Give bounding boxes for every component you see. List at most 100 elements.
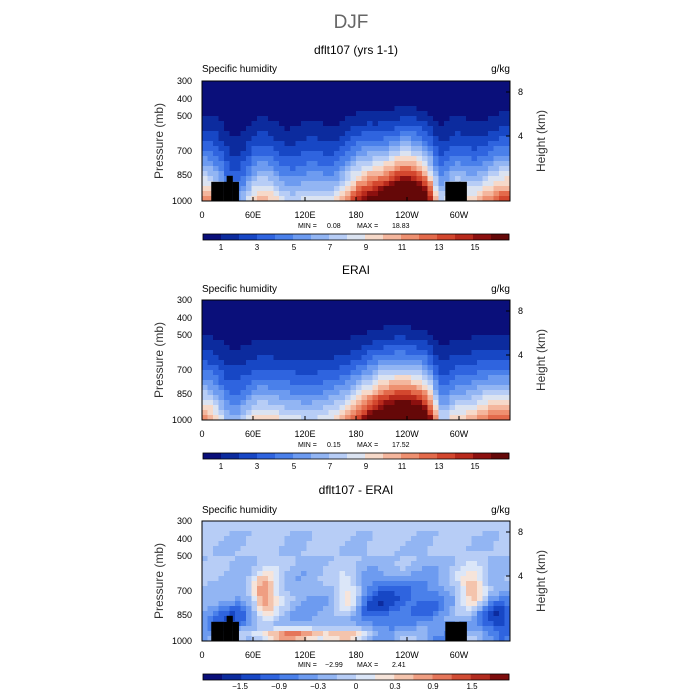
contour-cell [389,186,396,192]
contour-cell [400,181,407,187]
contour-cell [466,390,473,396]
contour-cell [438,131,445,137]
contour-cell [455,395,462,401]
contour-cell [350,541,357,547]
contour-cell [268,380,275,386]
contour-cell [301,310,308,316]
contour-cell [383,541,390,547]
contour-cell [218,390,225,396]
contour-cell [504,626,510,632]
contour-cell [499,596,506,602]
contour-cell [295,571,302,577]
contour-cell [433,375,440,381]
contour-cell [345,330,352,336]
contour-cell [246,536,253,542]
contour-cell [400,136,407,142]
contour-cell [405,121,412,127]
contour-cell [438,310,445,316]
contour-cell [213,330,220,336]
contour-cell [367,126,374,132]
contour-cell [504,636,510,641]
contour-cell [262,330,269,336]
contour-cell [466,521,473,527]
colorbar-label: 0 [354,682,359,691]
contour-cell [224,521,231,527]
contour-cell [482,415,489,420]
contour-cell [246,611,253,617]
contour-cell [240,616,247,622]
contour-cell [482,616,489,622]
contour-cell [471,315,478,321]
colorbar-segment [298,674,319,680]
contour-cell [295,345,302,351]
contour-cell [323,131,330,137]
contour-cell [367,101,374,107]
contour-cell [493,561,500,567]
colorbar-segment [394,674,414,680]
contour-cell [339,611,346,617]
contour-cell [449,616,456,622]
contour-cell [290,116,297,122]
contour-cell [405,365,412,371]
contour-cell [356,116,363,122]
contour-cell [301,526,308,532]
contour-cell [471,166,478,172]
contour-cell [471,596,478,602]
contour-cell [257,571,264,577]
contour-cell [471,151,478,157]
contour-cell [229,131,236,137]
contour-cell [400,330,407,336]
contour-cell [394,86,401,92]
contour-cell [438,86,445,92]
contour-cell [323,166,330,172]
colorbar-segment [257,234,276,240]
contour-cell [279,571,286,577]
contour-cell [339,556,346,562]
contour-cell [438,111,445,117]
contour-cell [400,556,407,562]
contour-cell [378,526,385,532]
contour-cell [477,176,484,182]
contour-cell [383,81,390,87]
contour-cell [504,156,510,162]
contour-cell [477,335,484,341]
contour-cell [367,176,374,182]
contour-cell [295,410,302,416]
contour-cell [273,131,280,137]
contour-cell [482,345,489,351]
contour-cell [235,116,242,122]
contour-cell [405,591,412,597]
contour-cell [383,126,390,132]
contour-cell [290,375,297,381]
contour-cell [361,541,368,547]
contour-cell [207,350,214,356]
contour-cell [323,596,330,602]
contour-cell [493,621,500,627]
contour-cell [229,325,236,331]
contour-cell [389,611,396,617]
contour-cell [460,166,467,172]
contour-cell [372,531,379,537]
contour-cell [378,325,385,331]
contour-cell [229,551,236,557]
contour-cell [345,81,352,87]
contour-cell [284,335,291,341]
contour-cell [306,400,313,406]
contour-cell [372,626,379,632]
contour-cell [279,141,286,147]
contour-cell [312,415,319,420]
contour-cell [312,576,319,582]
contour-cell [471,191,478,197]
contour-cell [345,340,352,346]
contour-cell [279,355,286,361]
contour-cell [482,385,489,391]
contour-cell [444,370,451,376]
contour-cell [499,591,506,597]
contour-cell [207,400,214,406]
contour-cell [279,415,286,420]
contour-cell [328,541,335,547]
contour-cell [477,551,484,557]
contour-cell [455,91,462,97]
contour-cell [224,136,231,142]
contour-cell [350,385,357,391]
